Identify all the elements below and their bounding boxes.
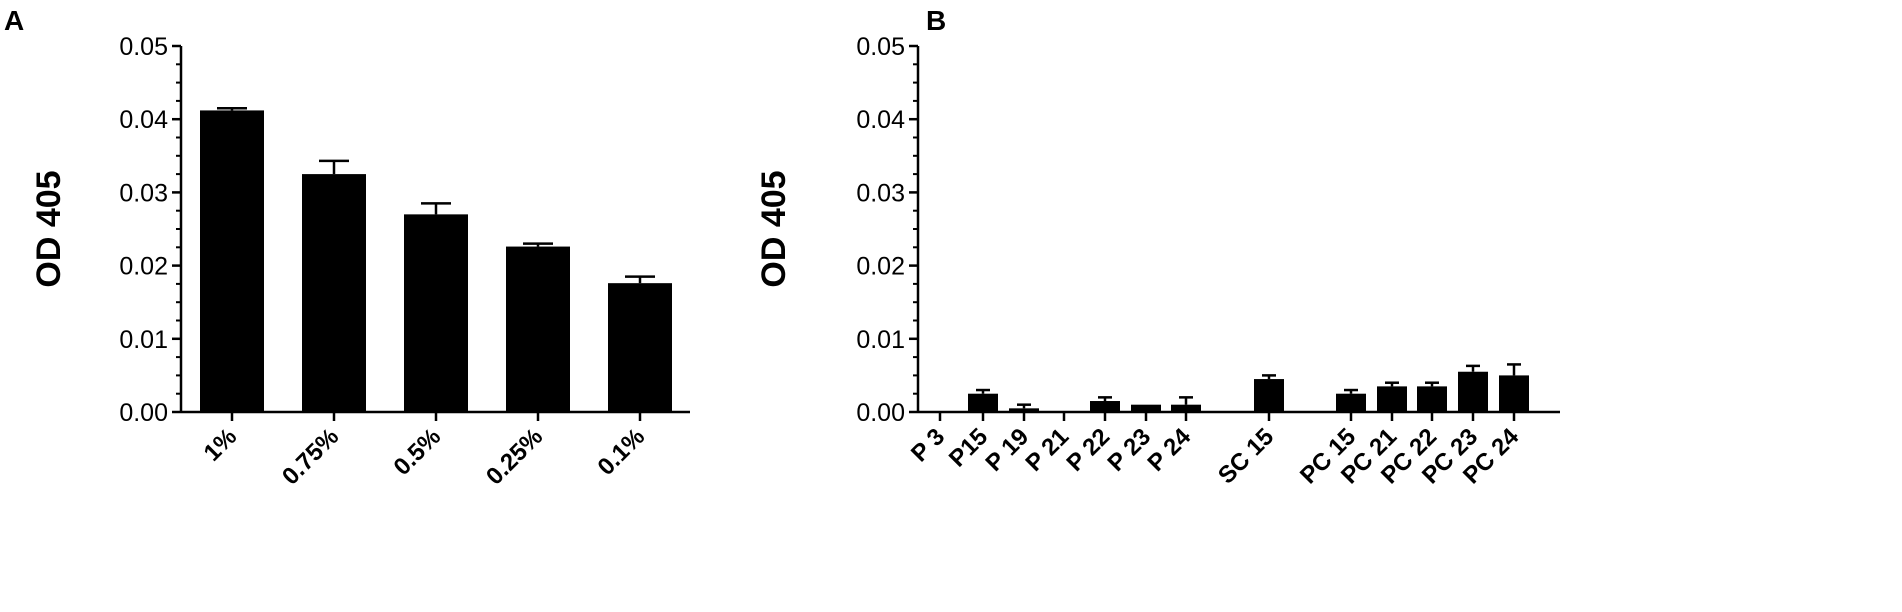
x-category-label: 0.75% <box>277 423 344 490</box>
bar <box>968 393 998 412</box>
y-tick-label: 0.03 <box>119 179 168 207</box>
bar <box>1254 379 1284 412</box>
x-category-label: P 22 <box>1062 423 1116 477</box>
x-category-label: P 3 <box>906 423 950 467</box>
x-category-label: P 19 <box>981 423 1035 477</box>
y-tick-label: 0.04 <box>119 106 168 134</box>
y-tick-label: 0.02 <box>856 253 905 281</box>
bar <box>1458 371 1488 412</box>
x-category-label: P 23 <box>1103 423 1157 477</box>
y-tick-label: 0.01 <box>119 326 168 354</box>
y-tick-label: 0.00 <box>119 399 168 427</box>
panel-b-chart: B OD 405 0.000.010.020.030.040.05P 3P15P… <box>755 5 1560 489</box>
x-category-label: 0.25% <box>481 423 548 490</box>
x-category-label: 1% <box>199 423 243 467</box>
x-category-label: SC 15 <box>1213 423 1279 489</box>
bar <box>200 110 264 412</box>
x-category-label: 0.1% <box>592 423 650 481</box>
panel-a-y-axis-title: OD 405 <box>30 170 68 287</box>
panel-a-chart: A OD 405 0.00 0.01 0.02 0.03 0.04 0.05 1% 0.75%… <box>4 5 690 490</box>
bar <box>1090 401 1120 412</box>
y-tick-label: 0.00 <box>856 399 905 427</box>
x-category-label: P 21 <box>1021 423 1075 477</box>
y-tick-label: 0.04 <box>856 106 905 134</box>
bar <box>302 174 366 412</box>
bar <box>1417 386 1447 412</box>
bar <box>1171 404 1201 412</box>
y-tick-label: 0.05 <box>856 33 905 61</box>
x-category-label: P 24 <box>1143 423 1197 477</box>
panel-b-letter: B <box>926 5 946 36</box>
bar <box>1336 393 1366 412</box>
y-tick-label: 0.05 <box>119 33 168 61</box>
bar <box>1377 386 1407 412</box>
panel-a-letter: A <box>4 5 24 36</box>
x-category-label: P15 <box>944 423 993 472</box>
bar <box>1131 404 1161 412</box>
bar <box>1499 375 1529 412</box>
bar <box>506 246 570 412</box>
bar <box>1009 408 1039 412</box>
panel-b-y-axis-title: OD 405 <box>755 170 793 287</box>
bar <box>608 283 672 412</box>
y-tick-label: 0.01 <box>856 326 905 354</box>
x-category-label: 0.5% <box>388 423 446 481</box>
y-tick-label: 0.02 <box>119 253 168 281</box>
y-tick-label: 0.03 <box>856 179 905 207</box>
bar <box>404 214 468 412</box>
